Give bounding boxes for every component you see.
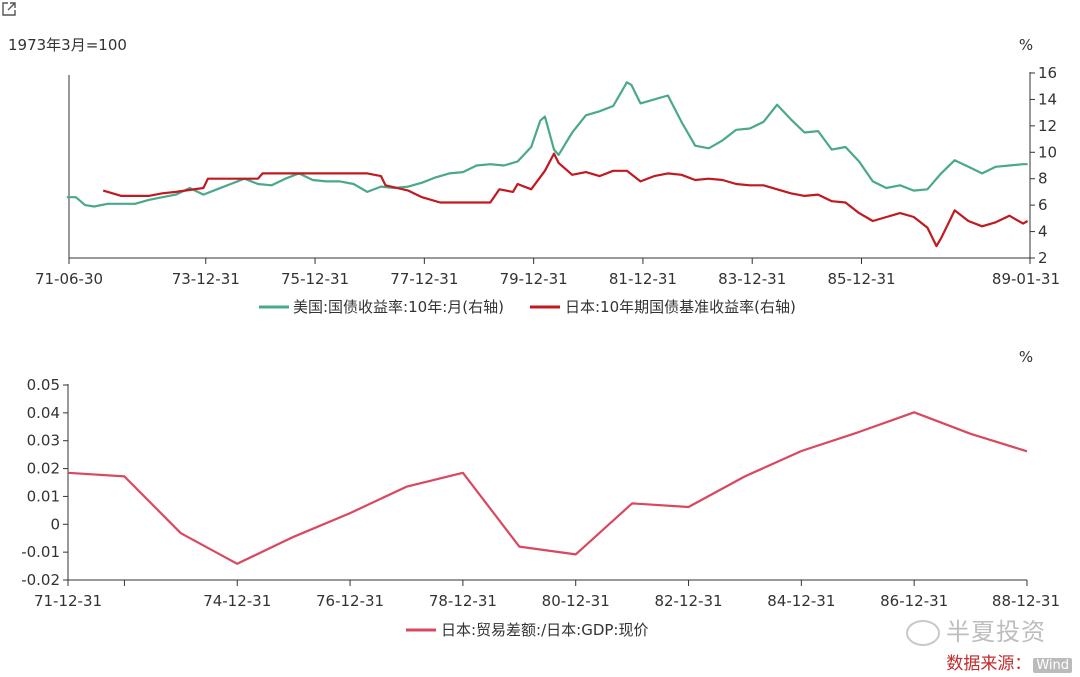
chart-bottom: % -0.02 -0.01 0 0.01 0.02 0.03 0.04 0.05 71-12-… <box>21 348 1060 639</box>
series-line-top-0 <box>66 81 1028 208</box>
x-tick-label-bottom-0: 71-12-31 <box>34 592 102 610</box>
x-tick-label-bottom-5: 82-12-31 <box>654 592 722 610</box>
y-tick-label-bottom-1: -0.01 <box>21 543 60 561</box>
x-tick-label-top-7: 85-12-31 <box>827 270 895 288</box>
x-tick-label-bottom-8: 88-12-31 <box>992 592 1060 610</box>
y-tick-label-top-1: 4 <box>1038 223 1048 241</box>
x-tick-label-bottom-2: 76-12-31 <box>316 592 384 610</box>
series-line-bottom-0 <box>67 411 1028 565</box>
legend-label-trade-gdp: 日本:贸易差额:/日本:GDP:现价 <box>441 621 649 639</box>
y-tick-label-top-5: 12 <box>1038 117 1057 135</box>
x-tick-label-bottom-4: 80-12-31 <box>542 592 610 610</box>
data-source-badge: Wind <box>1033 658 1072 673</box>
legend-label-us10y: 美国:国债收益率:10年:月(右轴) <box>293 298 504 316</box>
y-tick-label-top-7: 16 <box>1038 64 1057 82</box>
export-icon[interactable] <box>0 0 18 18</box>
x-tick-label-bottom-1: 74-12-31 <box>203 592 271 610</box>
chart-top: 1973年3月=100 % 2 4 6 8 10 12 14 16 71-06-30 73-12… <box>8 36 1060 316</box>
x-tick-label-top-0: 71-06-30 <box>35 270 103 288</box>
x-tick-label-bottom-6: 84-12-31 <box>767 592 835 610</box>
x-tick-label-top-2: 75-12-31 <box>281 270 349 288</box>
legend-label-jp10y: 日本:10年期国债基准收益率(右轴) <box>565 298 796 316</box>
y-tick-label-bottom-7: 0.05 <box>27 376 60 394</box>
x-tick-label-bottom-7: 86-12-31 <box>880 592 948 610</box>
legend-bottom: 日本:贸易差额:/日本:GDP:现价 <box>406 621 649 639</box>
y-tick-label-top-3: 8 <box>1038 170 1048 188</box>
watermark-text: 半夏投资 <box>946 618 1046 646</box>
watermark: 半夏投资 <box>906 612 1046 647</box>
x-tick-label-top-5: 81-12-31 <box>609 270 677 288</box>
data-source: 数据来源： Wind <box>946 649 1072 674</box>
unit-label-top: % <box>1019 36 1033 54</box>
series-line-top-1 <box>102 152 1029 248</box>
y-tick-label-top-4: 10 <box>1038 143 1057 161</box>
y-tick-label-bottom-3: 0.01 <box>27 487 60 505</box>
x-tick-label-top-3: 77-12-31 <box>390 270 458 288</box>
x-tick-label-top-1: 73-12-31 <box>172 270 240 288</box>
x-tick-label-top-6: 83-12-31 <box>718 270 786 288</box>
y-tick-label-top-0: 2 <box>1038 249 1048 267</box>
y-tick-label-bottom-5: 0.03 <box>27 432 60 450</box>
y-tick-label-bottom-2: 0 <box>50 515 60 533</box>
y-tick-label-bottom-0: -0.02 <box>21 571 60 589</box>
y-tick-label-top-2: 6 <box>1038 196 1048 214</box>
legend-top: 美国:国债收益率:10年:月(右轴) 日本:10年期国债基准收益率(右轴) <box>259 298 796 316</box>
data-source-label: 数据来源： <box>946 654 1032 674</box>
index-note: 1973年3月=100 <box>8 36 127 54</box>
unit-label-bottom: % <box>1019 348 1033 366</box>
x-tick-label-top-4: 79-12-31 <box>500 270 568 288</box>
y-tick-label-top-6: 14 <box>1038 90 1057 108</box>
x-tick-label-top-8: 89-01-31 <box>992 270 1060 288</box>
y-tick-label-bottom-6: 0.04 <box>27 404 60 422</box>
x-tick-label-bottom-3: 78-12-31 <box>429 592 497 610</box>
y-tick-label-bottom-4: 0.02 <box>27 460 60 478</box>
wechat-icon <box>906 620 940 646</box>
